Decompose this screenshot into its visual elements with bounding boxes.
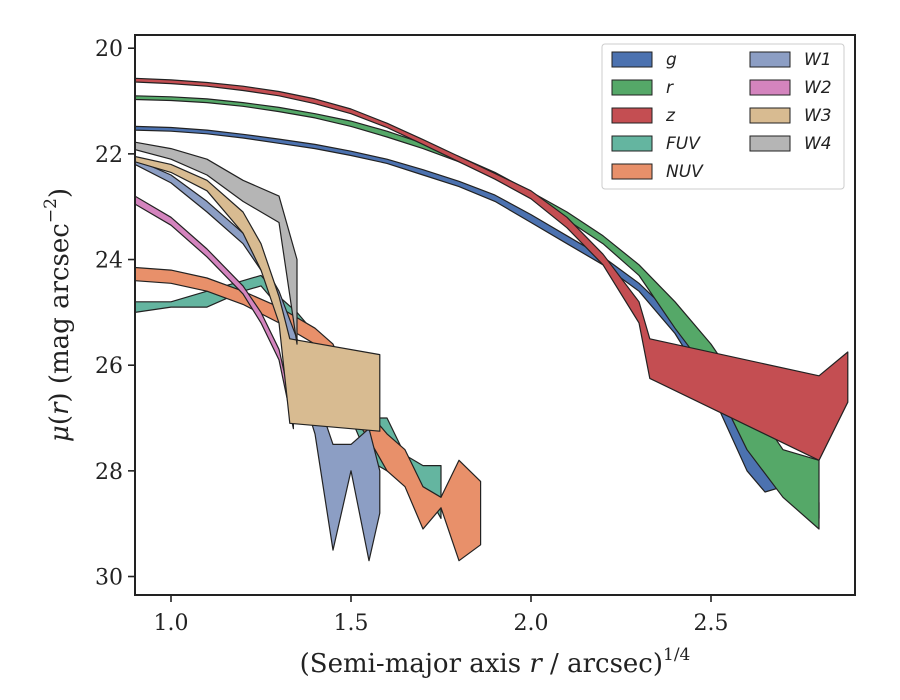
legend-swatch-w4: [749, 135, 791, 152]
x-tick-label: 1.0: [154, 611, 189, 636]
x-tick-label: 2.5: [694, 611, 729, 636]
x-axis: 1.0 1.5 2.0 2.5: [154, 595, 729, 636]
series-layer: [135, 77, 849, 562]
y-tick-label: 20: [95, 37, 123, 62]
series-band-r: [135, 95, 820, 530]
legend-label-w3: W3: [804, 106, 832, 126]
legend-swatch-z: [611, 107, 653, 124]
x-tick-label: 2.0: [514, 611, 549, 636]
legend-label-nuv: NUV: [666, 162, 704, 182]
y-tick-label: 24: [95, 249, 123, 274]
legend-label-g: g: [666, 50, 677, 70]
legend-label-z: z: [665, 106, 676, 126]
y-axis-label: μ(r) (mag arcsec−2): [41, 188, 75, 442]
series-band-w4: [135, 141, 298, 345]
y-tick-label: 28: [95, 460, 123, 485]
legend-label-w4: W4: [804, 134, 832, 154]
x-tick-label: 1.5: [334, 611, 369, 636]
y-tick-label: 26: [95, 354, 123, 379]
legend: grz FUV NUV W1 W2 W3 W4: [601, 43, 845, 190]
plot-frame: [134, 34, 856, 596]
legend-swatch-nuv: [611, 163, 653, 180]
legend-swatch-fuv: [611, 135, 653, 152]
series-band-z: [135, 77, 849, 461]
y-tick-label: 30: [95, 566, 123, 591]
legend-label-w2: W2: [804, 78, 832, 98]
legend-swatch-g: [611, 51, 653, 68]
y-axis: 20 22 24 26 28 30: [95, 37, 135, 591]
legend-swatch-w1: [749, 51, 791, 68]
legend-swatch-w3: [749, 107, 791, 124]
y-tick-label: 22: [95, 143, 123, 168]
series-band-w2: [135, 195, 294, 430]
legend-swatch-r: [611, 79, 653, 96]
legend-label-w1: W1: [804, 50, 832, 70]
legend-label-r: r: [666, 78, 674, 98]
legend-label-fuv: FUV: [666, 134, 701, 154]
x-axis-label: (Semi-major axis r / arcsec)1/4: [300, 645, 691, 679]
legend-swatch-w2: [749, 79, 791, 96]
series-band-w3: [135, 155, 381, 432]
